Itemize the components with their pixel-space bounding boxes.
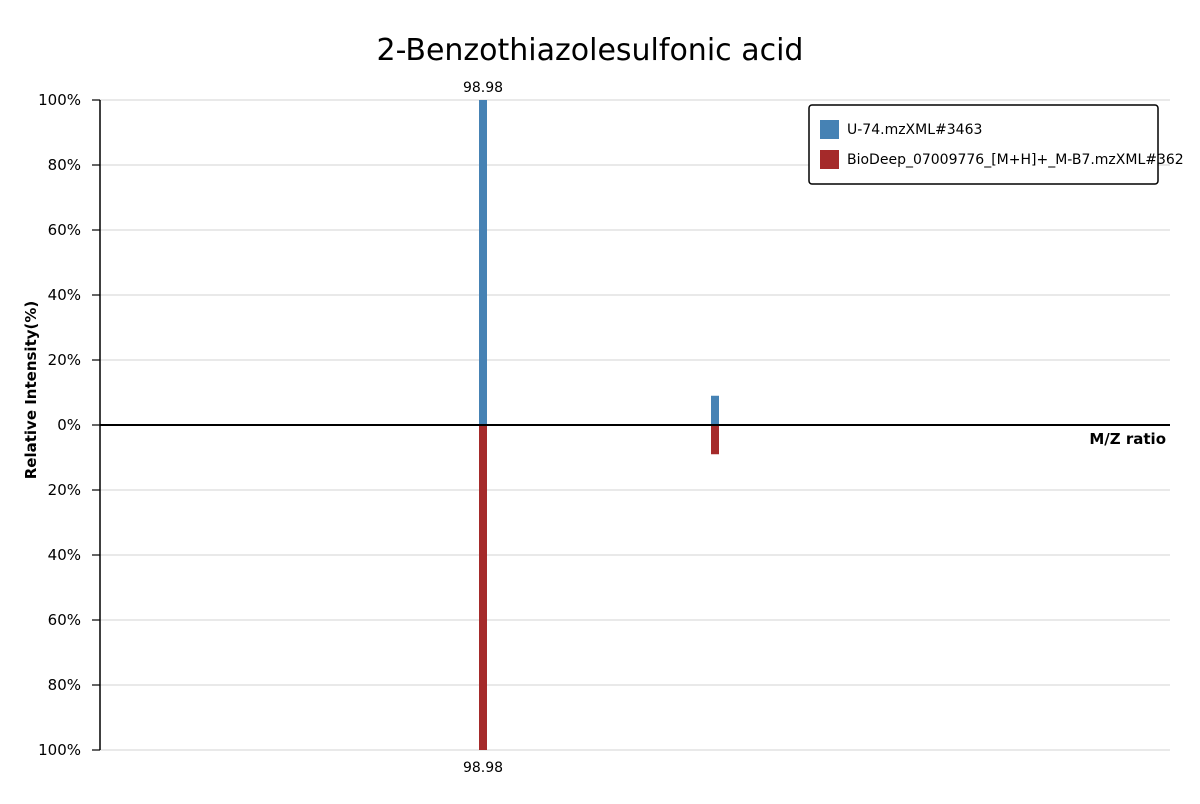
y-tick-label: 40%: [48, 546, 81, 564]
label-layer: 100% 80% 60% 40% 20% 0% 20% 40% 60% 80% 100% 98.98 9…: [38, 80, 503, 776]
peak-bar-sample: [479, 100, 487, 425]
y-tick-label: 60%: [48, 611, 81, 629]
y-tick-label: 40%: [48, 286, 81, 304]
y-tick-label: 60%: [48, 221, 81, 239]
y-tick-label: 80%: [48, 676, 81, 694]
chart-title: 2-Benzothiazolesulfonic acid: [377, 33, 804, 68]
x-axis-title: M/Z ratio: [1089, 430, 1166, 448]
peak-bar-sample: [711, 395, 719, 425]
peak-bar-reference: [479, 425, 487, 750]
axis-layer: [92, 99, 1170, 751]
grid-layer: [100, 99, 1170, 751]
y-tick-label: 100%: [38, 741, 81, 759]
legend-label-sample: U-74.mzXML#3463: [847, 122, 982, 138]
bar-layer: [479, 100, 719, 750]
legend-label-reference: BioDeep_07009776_[M+H]+_M-B7.mzXML#362: [847, 152, 1184, 168]
peak-label-sample: 98.98: [463, 80, 503, 96]
peak-bar-reference: [711, 425, 719, 455]
y-axis-title: Relative Intensity(%): [22, 301, 40, 480]
legend-box: [808, 104, 1159, 185]
legend: U-74.mzXML#3463 BioDeep_07009776_[M+H]+_…: [808, 104, 1184, 185]
y-tick-label: 20%: [48, 351, 81, 369]
y-tick-label: 20%: [48, 481, 81, 499]
y-tick-label: 80%: [48, 156, 81, 174]
y-tick-label: 0%: [57, 416, 81, 434]
legend-swatch-reference: [820, 150, 839, 169]
y-tick-label: 100%: [38, 91, 81, 109]
peak-label-reference: 98.98: [463, 760, 503, 776]
legend-swatch-sample: [820, 120, 839, 139]
